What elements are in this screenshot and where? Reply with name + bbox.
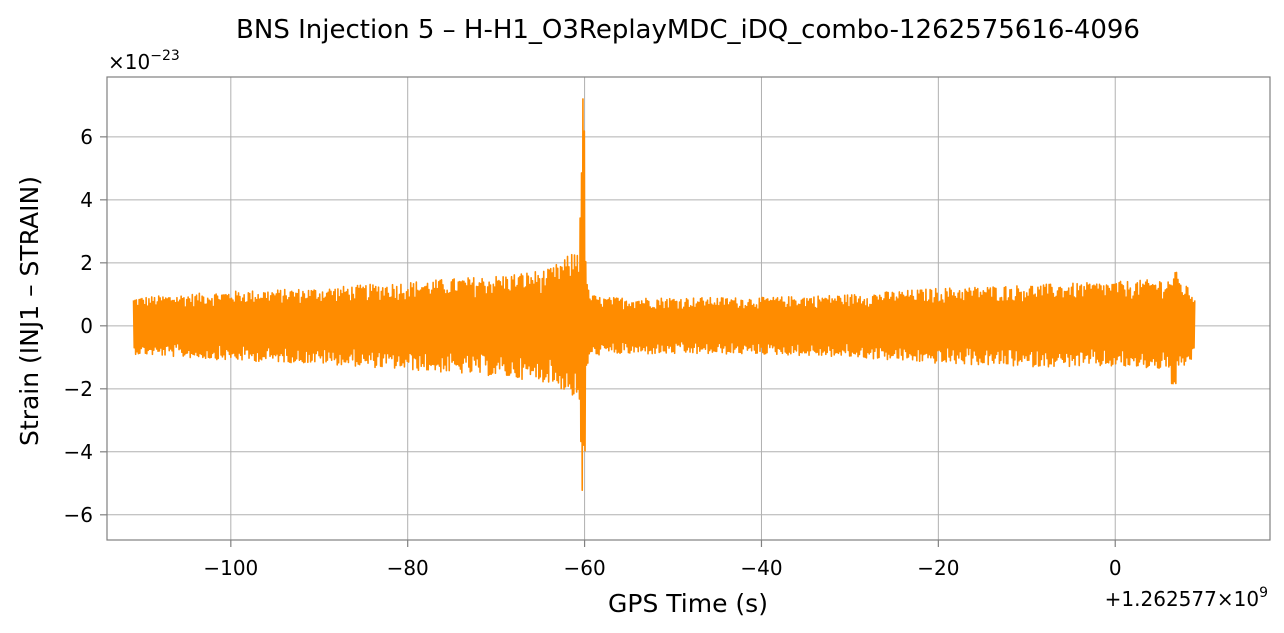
y-tick-label: 0 <box>80 314 93 338</box>
y-tick-label: −4 <box>64 440 93 464</box>
y-tick-label: −6 <box>64 503 93 527</box>
x-axis-label: GPS Time (s) <box>608 589 768 618</box>
chart-title: BNS Injection 5 – H-H1_O3ReplayMDC_iDQ_c… <box>236 15 1140 45</box>
strain-series-line <box>132 98 1196 491</box>
x-axis: −100 −80 −60 −40 −20 0 <box>203 540 1122 580</box>
x-tick-label: −60 <box>563 556 605 580</box>
y-tick-label: −2 <box>64 377 93 401</box>
series-group <box>132 98 1196 491</box>
x-offset-label: +1.262577×109 <box>1105 585 1268 611</box>
x-tick-label: −40 <box>740 556 782 580</box>
y-axis: −6 −4 −2 0 2 4 6 <box>64 125 107 527</box>
y-tick-label: 2 <box>80 251 93 275</box>
x-tick-label: −100 <box>203 556 258 580</box>
y-tick-label: 6 <box>80 125 93 149</box>
y-tick-label: 4 <box>80 188 93 212</box>
y-axis-label: Strain (INJ1 – STRAIN) <box>15 176 44 446</box>
x-tick-label: −20 <box>917 556 959 580</box>
x-tick-label: 0 <box>1109 556 1122 580</box>
plot-frame <box>106 76 1271 541</box>
y-scale-factor: ×10−23 <box>108 48 180 74</box>
x-tick-label: −80 <box>387 556 429 580</box>
